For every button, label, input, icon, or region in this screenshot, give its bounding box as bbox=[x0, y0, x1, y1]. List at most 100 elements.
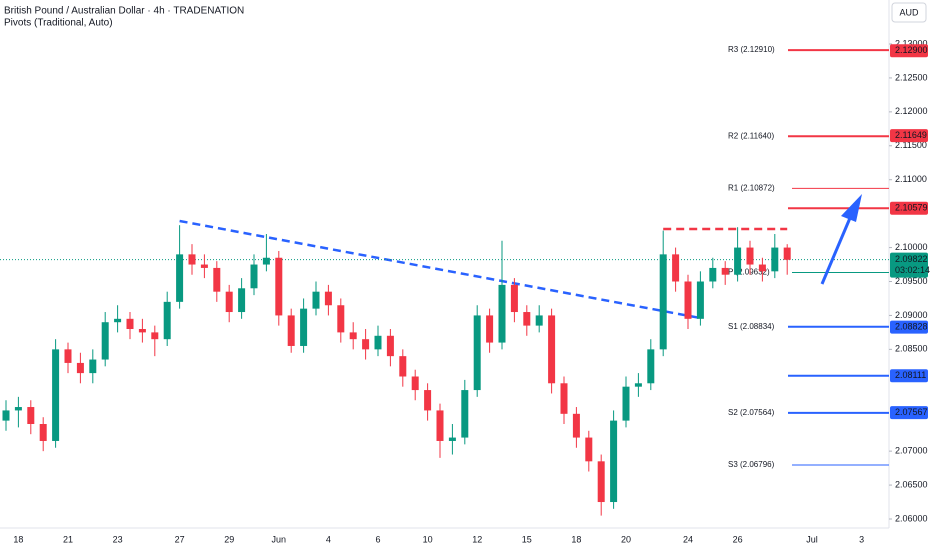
candle-body bbox=[64, 349, 72, 363]
price-tag bbox=[890, 44, 928, 58]
candle-body bbox=[684, 281, 692, 319]
candle-body bbox=[721, 267, 729, 275]
x-tick-label: Jun bbox=[272, 534, 287, 544]
candle-body bbox=[399, 356, 407, 377]
price-tag bbox=[890, 201, 928, 215]
candle-body bbox=[696, 281, 704, 319]
candle-body bbox=[585, 437, 593, 462]
x-tick-label: 15 bbox=[522, 534, 532, 544]
y-tick-label: 2.10000 bbox=[895, 242, 928, 252]
candle-body bbox=[76, 362, 84, 374]
x-tick-label: 3 bbox=[859, 534, 864, 544]
candle-body bbox=[461, 390, 469, 438]
price-tag bbox=[890, 320, 928, 334]
pivot-label: R2 (2.11640) bbox=[728, 131, 774, 140]
candle-body bbox=[386, 335, 394, 357]
currency-button[interactable] bbox=[891, 2, 927, 23]
candle-body bbox=[312, 291, 320, 309]
arrow-head bbox=[841, 194, 862, 222]
candle-body bbox=[610, 420, 618, 503]
candle-body bbox=[126, 318, 134, 329]
candle-body bbox=[362, 339, 370, 350]
price-tag-label: 2.12900 bbox=[895, 45, 928, 55]
candle-body bbox=[783, 247, 791, 260]
candle-body bbox=[349, 332, 357, 340]
candle-body bbox=[324, 291, 332, 306]
candle-body bbox=[647, 349, 655, 384]
x-tick-label: 21 bbox=[63, 534, 73, 544]
y-tick-label: 2.12000 bbox=[895, 106, 928, 116]
candle-body bbox=[486, 315, 494, 343]
candle-body bbox=[300, 308, 308, 346]
axis: 2.13000 2.12500 2.12000 2.11500 2.11000 2.100… bbox=[13, 38, 930, 544]
currency-label[interactable]: AUD bbox=[899, 7, 919, 17]
candle-body bbox=[27, 407, 35, 424]
candle-body bbox=[448, 437, 456, 441]
x-tick-label: 23 bbox=[113, 534, 123, 544]
trend-line bbox=[179, 219, 701, 320]
pivot-label: S1 (2.08834) bbox=[728, 322, 775, 331]
candle-body bbox=[672, 254, 680, 282]
candle-body bbox=[287, 315, 295, 346]
y-tick-label: 2.07000 bbox=[895, 446, 928, 456]
candle-body bbox=[14, 407, 22, 411]
candle-body bbox=[424, 390, 432, 411]
candle-body bbox=[771, 247, 779, 272]
x-tick-label: 20 bbox=[621, 534, 631, 544]
pivot-label: S2 (2.07564) bbox=[728, 408, 775, 417]
pivot-label: S3 (2.06796) bbox=[728, 460, 775, 469]
price-tag-label: 2.10579 bbox=[895, 203, 928, 213]
plot: R3 (2.12910) R2 (2.11640) R1 (2.10872) P (2… bbox=[0, 45, 889, 516]
candle-body bbox=[2, 410, 10, 421]
price-tag bbox=[890, 406, 928, 420]
candle-body bbox=[262, 257, 270, 265]
price-tag-label: 2.08828 bbox=[895, 321, 928, 331]
candle-body bbox=[163, 301, 171, 340]
y-tick-label: 2.08500 bbox=[895, 344, 928, 354]
candle-body bbox=[250, 264, 258, 289]
y-tick-label: 2.06500 bbox=[895, 479, 928, 489]
candle-body bbox=[473, 315, 481, 391]
candle-body bbox=[89, 359, 97, 374]
x-tick-label: 6 bbox=[375, 534, 380, 544]
candle-body bbox=[188, 254, 196, 265]
candle-body bbox=[238, 288, 246, 313]
last-price-label: 2.09822 bbox=[895, 254, 928, 264]
candle-body bbox=[411, 376, 419, 391]
candle-body bbox=[200, 264, 208, 268]
candle-body bbox=[436, 410, 444, 441]
candle-body bbox=[114, 318, 122, 323]
candle-body bbox=[734, 247, 742, 275]
candle-body bbox=[138, 329, 146, 333]
candle-body bbox=[572, 413, 580, 438]
price-tag-label: 2.07567 bbox=[895, 407, 928, 417]
candle-body bbox=[659, 254, 667, 350]
y-tick-label: 2.13000 bbox=[895, 38, 928, 48]
price-tag-label: 2.11649 bbox=[895, 130, 927, 140]
candle-body bbox=[560, 383, 568, 414]
candle-body bbox=[622, 386, 630, 421]
x-tick-label: 29 bbox=[224, 534, 234, 544]
candle-body bbox=[523, 312, 531, 326]
candle-body bbox=[634, 383, 642, 387]
price-tag bbox=[890, 129, 928, 143]
y-tick-label: 2.06000 bbox=[895, 513, 928, 523]
candle-body bbox=[758, 264, 766, 272]
candle-body bbox=[176, 254, 184, 302]
candle-body bbox=[709, 267, 717, 282]
candle-body bbox=[746, 247, 754, 265]
candle-body bbox=[535, 315, 543, 326]
pivot-label: P (2.09632) bbox=[728, 268, 770, 277]
x-tick-label: 24 bbox=[683, 534, 693, 544]
x-tick-label: 12 bbox=[472, 534, 482, 544]
y-tick-label: 2.09000 bbox=[895, 310, 928, 320]
x-tick-label: 18 bbox=[13, 534, 23, 544]
candle-body bbox=[548, 315, 556, 384]
candle-body bbox=[101, 322, 109, 360]
y-tick-label: 2.11500 bbox=[895, 140, 927, 150]
candle-body bbox=[39, 424, 47, 441]
candle-body bbox=[374, 335, 382, 350]
y-tick-label: 2.11000 bbox=[895, 174, 927, 184]
x-tick-label: 18 bbox=[571, 534, 581, 544]
candle-body bbox=[213, 267, 221, 292]
